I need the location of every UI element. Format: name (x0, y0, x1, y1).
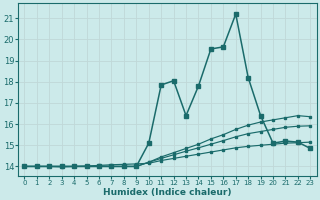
X-axis label: Humidex (Indice chaleur): Humidex (Indice chaleur) (103, 188, 232, 197)
